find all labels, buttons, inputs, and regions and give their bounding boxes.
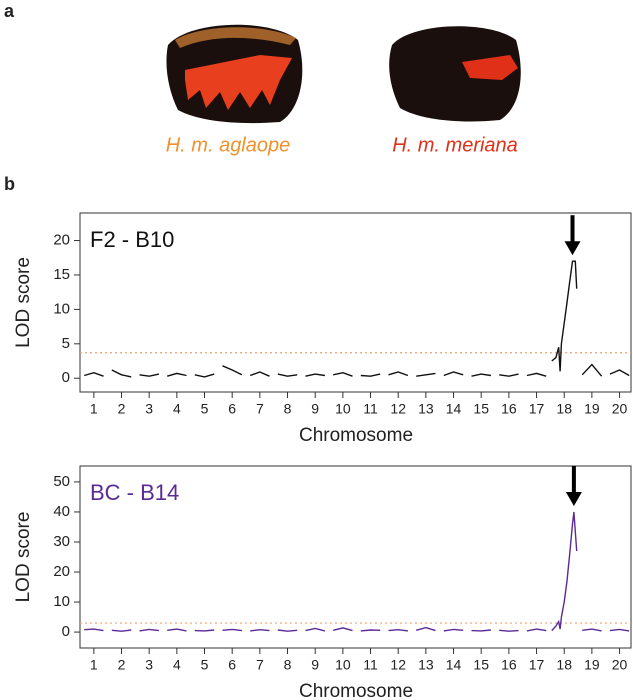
x-tick-label: 18 — [556, 401, 572, 417]
x-axis-label: Chromosome — [299, 425, 413, 446]
peak-arrow-head — [565, 491, 582, 506]
x-tick-label: 5 — [201, 401, 209, 417]
x-tick-label: 20 — [612, 657, 628, 673]
y-tick-label: 0 — [62, 369, 70, 386]
x-tick-label: 16 — [501, 657, 517, 673]
x-tick-label: 6 — [228, 657, 236, 673]
wing-meriana — [389, 26, 521, 122]
x-tick-label: 8 — [284, 401, 292, 417]
y-tick-label: 40 — [53, 503, 70, 520]
x-tick-label: 17 — [529, 401, 545, 417]
x-tick-label: 2 — [118, 401, 126, 417]
x-axis-label: Chromosome — [299, 681, 413, 700]
y-tick-label: 10 — [53, 593, 70, 610]
x-tick-label: 11 — [363, 401, 378, 417]
series-label: BC - B14 — [90, 480, 179, 505]
x-tick-label: 2 — [118, 657, 126, 673]
x-tick-label: 12 — [390, 401, 406, 417]
lod-line — [84, 511, 630, 632]
y-tick-label: 10 — [53, 300, 70, 317]
x-tick-label: 13 — [418, 657, 434, 673]
x-tick-label: 9 — [311, 657, 319, 673]
y-tick-label: 15 — [53, 266, 70, 283]
panel-label: b — [4, 174, 15, 194]
x-tick-label: 19 — [584, 401, 600, 417]
plot-frame — [79, 212, 632, 393]
x-tick-label: 14 — [446, 401, 462, 417]
x-tick-label: 8 — [284, 657, 292, 673]
x-tick-label: 13 — [418, 401, 434, 417]
lod-line — [84, 260, 630, 378]
x-tick-label: 14 — [446, 657, 462, 673]
wing-label: H. m. aglaope — [166, 134, 291, 156]
y-axis-label: LOD score — [13, 257, 34, 348]
x-tick-label: 11 — [363, 657, 378, 673]
x-tick-label: 17 — [529, 657, 545, 673]
x-tick-label: 15 — [473, 401, 489, 417]
x-tick-label: 9 — [311, 401, 319, 417]
wing-label: H. m. meriana — [392, 134, 518, 156]
series-label: F2 - B10 — [90, 227, 174, 252]
wing-aglaope — [166, 24, 303, 124]
x-tick-label: 6 — [228, 401, 236, 417]
x-tick-label: 16 — [501, 401, 517, 417]
x-tick-label: 1 — [90, 657, 98, 673]
y-tick-label: 50 — [53, 473, 70, 490]
x-tick-label: 15 — [473, 657, 489, 673]
x-tick-label: 4 — [173, 657, 181, 673]
peak-arrow-head — [564, 241, 581, 256]
x-tick-label: 10 — [335, 657, 351, 673]
x-tick-label: 20 — [612, 401, 628, 417]
y-tick-label: 20 — [53, 232, 70, 249]
y-axis-label: LOD score — [13, 512, 34, 603]
y-tick-label: 30 — [53, 533, 70, 550]
x-tick-label: 5 — [201, 657, 209, 673]
x-tick-label: 12 — [390, 657, 406, 673]
y-tick-label: 0 — [62, 623, 70, 640]
x-tick-label: 3 — [145, 401, 153, 417]
panel-label: a — [4, 1, 15, 21]
x-tick-label: 1 — [90, 401, 98, 417]
x-tick-label: 7 — [256, 657, 264, 673]
y-tick-label: 20 — [53, 563, 70, 580]
x-tick-label: 7 — [256, 401, 264, 417]
x-tick-label: 10 — [335, 401, 351, 417]
x-tick-label: 19 — [584, 657, 600, 673]
x-tick-label: 18 — [556, 657, 572, 673]
y-tick-label: 5 — [62, 335, 70, 352]
plot-frame — [79, 465, 632, 649]
x-tick-label: 3 — [145, 657, 153, 673]
x-tick-label: 4 — [173, 401, 181, 417]
